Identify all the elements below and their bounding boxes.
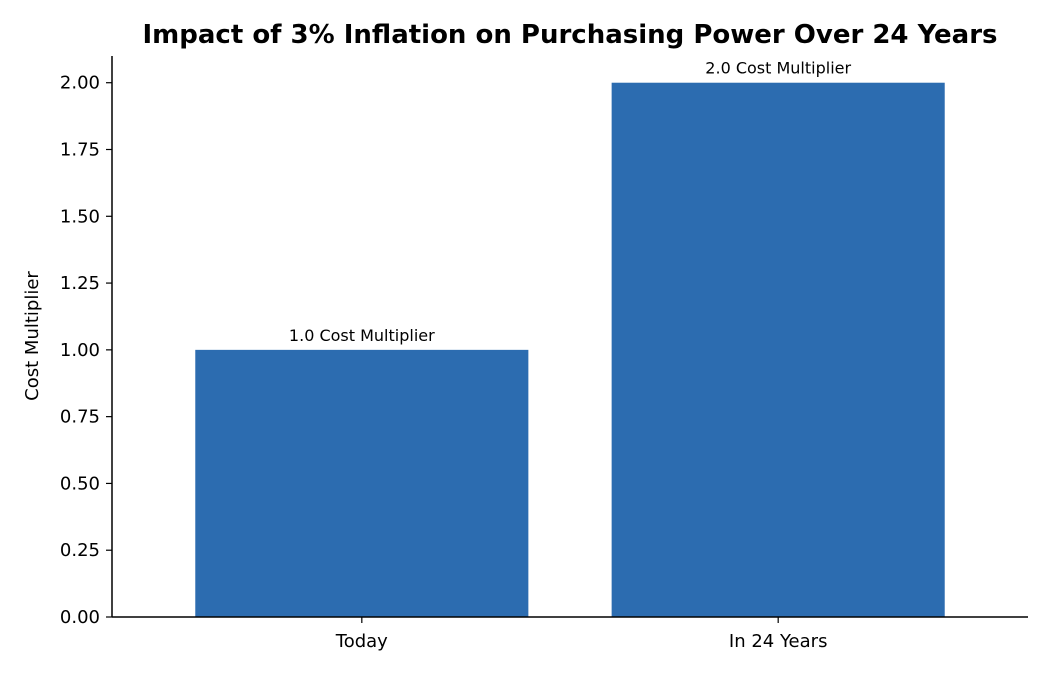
- bar-data-label-0: 1.0 Cost Multiplier: [289, 326, 435, 345]
- y-tick-label-7: 1.75: [60, 140, 100, 161]
- x-tick-label-1: In 24 Years: [729, 631, 828, 652]
- y-tick-label-0: 0.00: [60, 607, 100, 628]
- y-tick-label-2: 0.50: [60, 473, 100, 494]
- chart-title: Impact of 3% Inflation on Purchasing Pow…: [143, 20, 998, 50]
- y-tick-label-8: 2.00: [60, 73, 100, 94]
- bar-1: [611, 82, 945, 617]
- y-axis-ticks: 0.00 0.25 0.50 0.75 1.00 1.25 1.50 1.75 2.00: [60, 73, 112, 628]
- y-axis-label: Cost Multiplier: [22, 271, 43, 401]
- y-tick-label-3: 0.75: [60, 407, 100, 428]
- y-tick-label-5: 1.25: [60, 273, 100, 294]
- x-axis-ticks: Today In 24 Years: [335, 617, 828, 652]
- data-labels-group: 1.0 Cost Multiplier 2.0 Cost Multiplier: [289, 59, 852, 345]
- bar-0: [195, 349, 529, 617]
- x-tick-label-0: Today: [335, 631, 388, 652]
- y-tick-label-6: 1.50: [60, 206, 100, 227]
- y-tick-label-4: 1.00: [60, 340, 100, 361]
- bar-data-label-1: 2.0 Cost Multiplier: [705, 59, 851, 78]
- y-tick-label-1: 0.25: [60, 540, 100, 561]
- bars-group: [195, 82, 945, 617]
